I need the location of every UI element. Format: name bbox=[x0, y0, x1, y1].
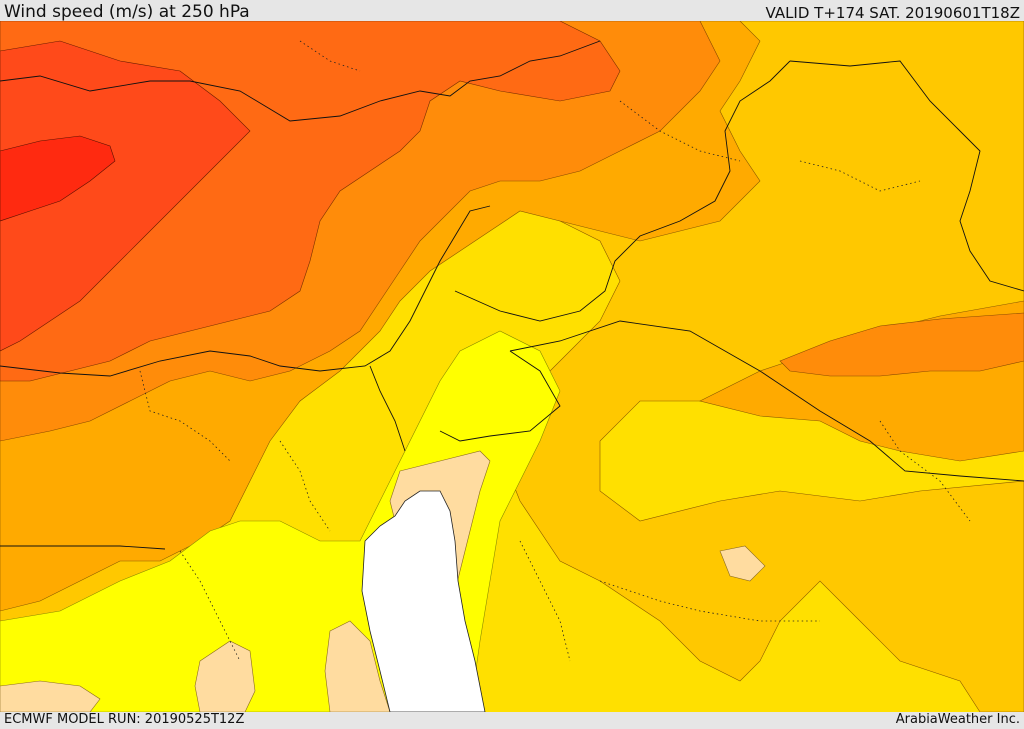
field-east-band-core bbox=[779, 312, 1024, 377]
field-extreme bbox=[0, 40, 251, 352]
map-title: Wind speed (m/s) at 250 hPa bbox=[4, 2, 250, 22]
valid-time-label: VALID T+174 SAT. 20190601T18Z bbox=[765, 4, 1020, 22]
red-sea bbox=[361, 490, 486, 712]
footer-bar: ECMWF MODEL RUN: 20190525T12Z ArabiaWeat… bbox=[0, 712, 1024, 729]
credit-label: ArabiaWeather Inc. bbox=[895, 712, 1020, 727]
border-saudi-iraq bbox=[509, 320, 1024, 482]
admin-lines bbox=[139, 40, 971, 662]
borders bbox=[0, 40, 1024, 550]
field-very-weak-2 bbox=[194, 640, 256, 712]
field-very-weak-5 bbox=[719, 545, 766, 582]
border-iraq-iran bbox=[789, 60, 1024, 292]
field-very-weak-3 bbox=[0, 680, 101, 712]
border-egypt-sudan bbox=[0, 545, 166, 550]
field-very-weak-4 bbox=[324, 620, 391, 712]
field-core bbox=[0, 135, 116, 222]
coastline-turkey bbox=[0, 40, 601, 122]
wind-speed-map bbox=[0, 21, 1024, 712]
header-bar: Wind speed (m/s) at 250 hPa VALID T+174 … bbox=[0, 0, 1024, 22]
model-run-label: ECMWF MODEL RUN: 20190525T12Z bbox=[4, 712, 245, 727]
map-area[interactable] bbox=[0, 21, 1024, 712]
border-jordan bbox=[439, 350, 561, 442]
coastline-east-med bbox=[0, 205, 491, 377]
border-syria-iraq bbox=[454, 60, 791, 322]
border-egypt-libya bbox=[369, 365, 406, 452]
